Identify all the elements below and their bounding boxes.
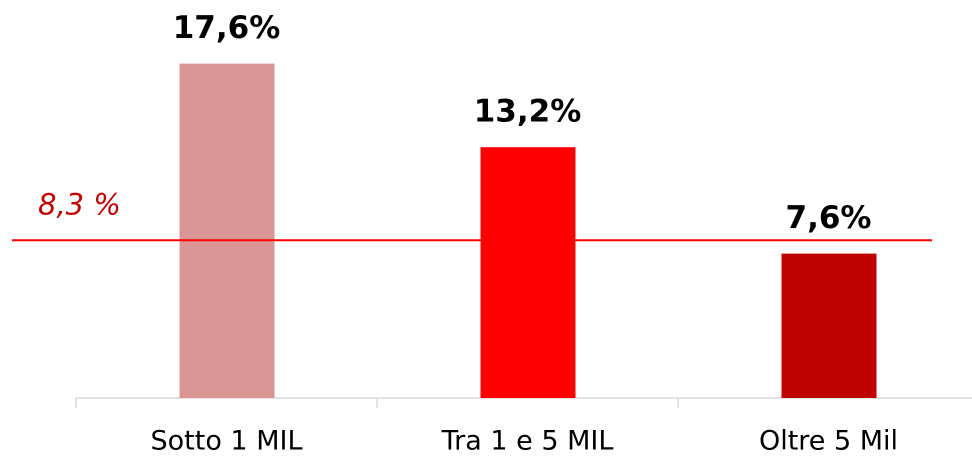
x-tick-label: Sotto 1 MIL	[151, 426, 303, 457]
value-label: 13,2%	[474, 94, 582, 130]
x-tick-label: Oltre 5 Mil	[759, 426, 898, 457]
value-label: 7,6%	[786, 200, 872, 236]
bar	[781, 253, 877, 398]
bar	[179, 63, 275, 398]
reference-label: 8,3 %	[38, 187, 121, 221]
bar	[480, 147, 576, 398]
value-label: 17,6%	[173, 10, 281, 46]
x-tick-label: Tra 1 e 5 MIL	[441, 426, 614, 457]
